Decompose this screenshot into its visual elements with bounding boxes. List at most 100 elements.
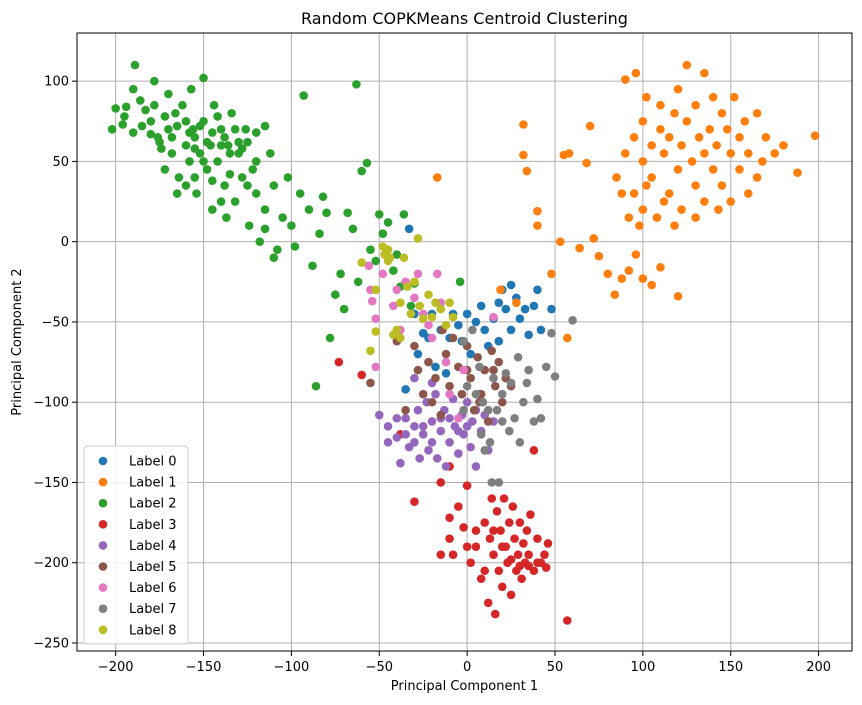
data-point	[366, 245, 375, 255]
data-point	[691, 100, 700, 110]
data-point	[505, 426, 514, 436]
data-point	[396, 333, 405, 343]
series-label-1	[432, 60, 820, 343]
data-point	[364, 261, 374, 271]
data-point	[638, 205, 648, 214]
data-point	[445, 381, 454, 391]
data-point	[195, 121, 205, 131]
data-point	[216, 141, 226, 150]
data-point	[540, 550, 549, 559]
legend-label: Label 1	[129, 476, 176, 491]
data-point	[251, 157, 261, 166]
data-point	[167, 149, 177, 158]
data-point	[383, 245, 393, 255]
legend-marker	[98, 477, 108, 487]
data-point	[510, 534, 519, 543]
data-point	[192, 189, 201, 198]
data-point	[682, 60, 692, 70]
data-point	[793, 168, 802, 177]
data-point	[457, 389, 467, 399]
data-point	[506, 590, 516, 600]
data-point	[304, 205, 314, 214]
data-point	[454, 449, 463, 458]
plot-area-frame	[76, 32, 853, 652]
data-point	[529, 417, 539, 426]
data-point	[563, 616, 572, 625]
x-tick-label: −150	[186, 660, 222, 675]
data-point	[508, 502, 518, 511]
data-point	[283, 173, 293, 182]
data-point	[519, 397, 528, 407]
legend-label: Label 7	[129, 602, 176, 617]
data-point	[517, 574, 526, 584]
data-point	[401, 405, 410, 415]
data-point	[497, 389, 507, 399]
data-point	[726, 197, 736, 206]
data-point	[700, 197, 709, 206]
data-point	[389, 266, 398, 275]
data-point	[266, 149, 275, 158]
data-point	[483, 598, 493, 608]
data-point	[471, 526, 481, 535]
data-point	[427, 417, 437, 426]
data-point	[735, 133, 744, 142]
data-point	[524, 330, 533, 340]
data-point	[448, 550, 458, 559]
data-point	[241, 125, 251, 134]
data-point	[427, 397, 437, 407]
data-point	[462, 397, 472, 407]
data-point	[216, 197, 226, 206]
data-point	[522, 526, 532, 535]
data-point	[403, 282, 412, 291]
data-point	[371, 314, 381, 324]
data-point	[431, 298, 440, 307]
data-point	[624, 213, 634, 222]
data-point	[362, 158, 372, 168]
data-point	[522, 166, 532, 176]
data-point	[120, 112, 129, 121]
data-point	[287, 221, 296, 230]
data-point	[366, 378, 375, 388]
data-point	[415, 454, 424, 463]
data-point	[150, 76, 159, 86]
data-point	[459, 365, 468, 375]
data-point	[273, 245, 282, 255]
data-point	[712, 141, 721, 150]
data-point	[485, 438, 495, 447]
data-point	[399, 210, 409, 219]
data-point	[469, 405, 479, 415]
data-point	[308, 261, 317, 271]
data-point	[642, 92, 651, 102]
data-point	[487, 494, 497, 503]
data-point	[220, 133, 229, 142]
data-point	[647, 141, 656, 150]
data-point	[128, 128, 138, 137]
data-point	[476, 429, 486, 439]
data-point	[494, 298, 504, 307]
data-point	[357, 258, 366, 267]
data-point	[691, 213, 700, 222]
data-point	[392, 325, 402, 335]
data-point	[445, 389, 454, 399]
data-point	[519, 150, 528, 160]
data-point	[462, 309, 472, 319]
data-point	[682, 116, 692, 126]
data-point	[448, 333, 458, 343]
data-point	[432, 173, 442, 182]
data-point	[624, 266, 634, 275]
data-point	[389, 301, 398, 311]
data-point	[496, 526, 505, 535]
data-point	[673, 291, 683, 301]
data-point	[480, 446, 490, 455]
data-point	[230, 125, 240, 134]
x-axis-label: Principal Component 1	[391, 679, 538, 694]
data-point	[141, 105, 150, 115]
data-point	[413, 269, 423, 279]
data-point	[445, 513, 454, 523]
data-point	[392, 413, 402, 423]
data-point	[454, 413, 463, 423]
data-point	[617, 274, 627, 283]
data-point	[515, 314, 525, 324]
data-point	[529, 301, 539, 311]
